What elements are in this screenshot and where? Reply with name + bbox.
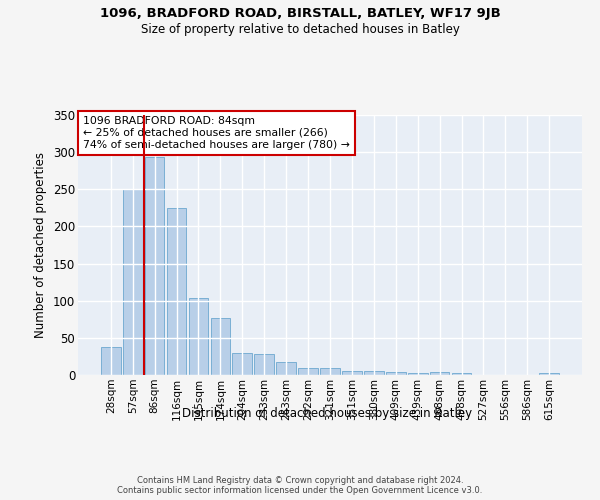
Bar [386,372,406,375]
Bar [145,158,164,375]
Text: 1096, BRADFORD ROAD, BIRSTALL, BATLEY, WF17 9JB: 1096, BRADFORD ROAD, BIRSTALL, BATLEY, W… [100,8,500,20]
Bar [539,373,559,375]
Bar [123,190,143,375]
Bar [408,373,428,375]
Text: 1096 BRADFORD ROAD: 84sqm
← 25% of detached houses are smaller (266)
74% of semi: 1096 BRADFORD ROAD: 84sqm ← 25% of detac… [83,116,350,150]
Bar [452,373,472,375]
Bar [188,298,208,375]
Bar [342,372,362,375]
Bar [101,347,121,375]
Bar [364,372,384,375]
Bar [298,368,318,375]
Text: Contains HM Land Registry data © Crown copyright and database right 2024.
Contai: Contains HM Land Registry data © Crown c… [118,476,482,495]
Bar [167,208,187,375]
Bar [430,372,449,375]
Bar [276,362,296,375]
Y-axis label: Number of detached properties: Number of detached properties [34,152,47,338]
Bar [254,354,274,375]
Text: Distribution of detached houses by size in Batley: Distribution of detached houses by size … [182,408,472,420]
Text: Size of property relative to detached houses in Batley: Size of property relative to detached ho… [140,22,460,36]
Bar [232,354,252,375]
Bar [211,318,230,375]
Bar [320,368,340,375]
